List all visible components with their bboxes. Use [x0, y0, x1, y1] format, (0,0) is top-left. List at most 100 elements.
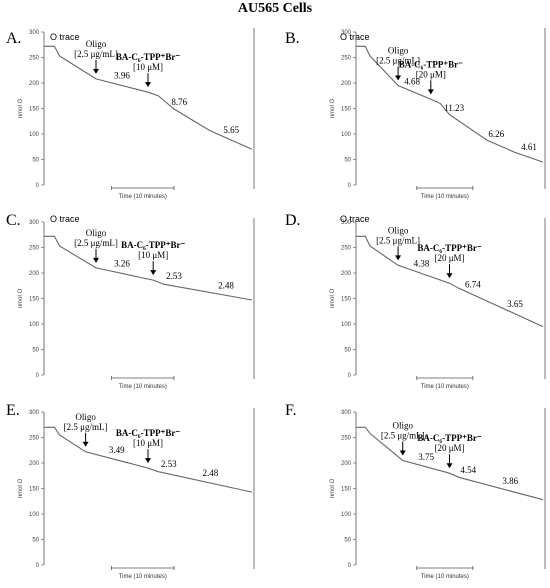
- y-tick-label: 250: [341, 56, 352, 62]
- compound-label: BA-C₆-TPP⁺Br⁻: [121, 240, 185, 250]
- arrow-head: [145, 458, 151, 464]
- arrow-head: [446, 463, 453, 469]
- y-tick-label: 250: [29, 436, 40, 442]
- chart-f: 0 50 100 150 200 250 300 nmol O Oligo[2.5 μg/mL]…: [330, 408, 546, 580]
- y-tick-label: 150: [29, 487, 40, 493]
- chart-e: 0 50 100 150 200 250 300 nmol O Oligo[2.5 μg/mL]…: [18, 408, 255, 580]
- concentration-label: [20 μM]: [416, 69, 446, 79]
- y-tick-label: 250: [29, 56, 40, 62]
- chart-b: 0 50 100 150 200 250 300 nmol O Oligo[2.5 μg/mL]…: [330, 28, 546, 200]
- compound-label: BA-C₆-TPP⁺Br⁻: [417, 243, 481, 253]
- y-tick-label: 100: [29, 322, 40, 328]
- y-tick-label: 150: [341, 107, 352, 113]
- o2-trace-line: [44, 426, 253, 493]
- y-tick-label: 300: [29, 30, 40, 36]
- y-tick-label: 0: [348, 183, 352, 189]
- rate-label: 8.76: [171, 97, 187, 107]
- panel-letter: E.: [6, 402, 20, 419]
- concentration-label: [20 μM]: [434, 443, 464, 453]
- y-tick-label: 100: [29, 512, 40, 518]
- rate-label: 4.38: [414, 258, 430, 268]
- y-tick-label: 50: [32, 538, 39, 544]
- o2-trace-line: [356, 45, 544, 163]
- trace-label: O trace: [340, 214, 370, 224]
- chart-d: 0 50 100 150 200 250 300 nmol O Oligo[2.5 μg/mL]…: [330, 218, 546, 390]
- rate-label: 11.23: [444, 103, 464, 113]
- oligo-label: Oligo: [392, 420, 413, 430]
- rate-label: 2.53: [166, 271, 182, 281]
- trace-label: O trace: [50, 214, 80, 224]
- rate-label: 6.26: [488, 129, 504, 139]
- oligo-label: Oligo: [388, 225, 409, 235]
- concentration-label: [2.5 μg/mL]: [74, 49, 118, 59]
- concentration-label: [2.5 μg/mL]: [64, 422, 108, 432]
- y-tick-label: 150: [341, 297, 352, 303]
- panel-letter: B.: [285, 30, 300, 47]
- chart-a: 0 50 100 150 200 250 300 nmol O Oligo[2.5 μg/mL]…: [18, 28, 255, 200]
- concentration-label: [2.5 μg/mL]: [376, 56, 420, 66]
- y-tick-label: 50: [32, 348, 39, 354]
- concentration-label: [2.5 μg/mL]: [74, 238, 118, 248]
- y-tick-label: 0: [36, 373, 40, 379]
- arrow-head: [399, 450, 406, 456]
- trace-label: O trace: [50, 32, 80, 42]
- concentration-label: [10 μM]: [133, 62, 163, 72]
- compound-label: BA-C₆-TPP⁺Br⁻: [399, 59, 463, 69]
- oligo-label: Oligo: [86, 39, 107, 49]
- rate-label: 2.48: [218, 280, 234, 290]
- compound-label: BA-C₆-TPP⁺Br⁻: [116, 428, 180, 438]
- concentration-label: [20 μM]: [434, 253, 464, 263]
- arrow-head: [395, 255, 402, 261]
- rate-label: 3.49: [109, 445, 125, 455]
- y-tick-label: 250: [29, 246, 40, 252]
- y-tick-label: 300: [29, 220, 40, 226]
- panel-letter: F.: [285, 402, 297, 419]
- arrow-head: [150, 270, 157, 276]
- y-tick-label: 100: [341, 512, 352, 518]
- o2-trace-line: [44, 45, 253, 150]
- compound-label: BA-C₆-TPP⁺Br⁻: [116, 52, 180, 62]
- y-tick-label: 300: [341, 30, 352, 36]
- o2-trace-line: [356, 235, 544, 328]
- y-axis-label: nmol O: [18, 99, 24, 119]
- concentration-label: [2.5 μg/mL]: [376, 235, 420, 245]
- time-scale-label: Time (10 minutes): [119, 384, 167, 390]
- panel-b: B. O trace 0 50 100 150 200 250 300 nmol O Oligo…: [275, 18, 550, 208]
- y-tick-label: 100: [341, 322, 352, 328]
- panel-letter: A.: [6, 30, 22, 47]
- rate-label: 4.61: [521, 142, 537, 152]
- time-scale-label: Time (10 minutes): [421, 194, 469, 200]
- time-scale-label: Time (10 minutes): [421, 574, 469, 580]
- chart-c: 0 50 100 150 200 250 300 nmol O Oligo[2.5 μg/mL]…: [18, 218, 255, 390]
- y-tick-label: 0: [348, 373, 352, 379]
- y-tick-label: 50: [344, 158, 351, 164]
- y-axis-label: nmol O: [330, 289, 336, 309]
- y-tick-label: 100: [29, 132, 40, 138]
- y-tick-label: 200: [341, 271, 352, 277]
- panel-d: D. O trace 0 50 100 150 200 250 300 nmol O Oligo…: [275, 208, 550, 398]
- y-tick-label: 300: [341, 220, 352, 226]
- rate-label: 5.65: [223, 125, 239, 135]
- y-tick-label: 50: [344, 538, 351, 544]
- trace-label: O trace: [340, 32, 370, 42]
- compound-label: BA-C₆-TPP⁺Br⁻: [417, 433, 481, 443]
- rate-label: 2.48: [203, 468, 219, 478]
- o2-trace-line: [44, 235, 253, 301]
- panel-c: C. O trace 0 50 100 150 200 250 300 nmol O Oligo…: [0, 208, 275, 398]
- oligo-label: Oligo: [86, 228, 107, 238]
- rate-label: 2.53: [161, 459, 177, 469]
- rate-label: 3.65: [507, 299, 523, 309]
- panel-a: A. O trace 0 50 100 150 200 250 300 nmol O Oligo…: [0, 18, 275, 208]
- y-tick-label: 150: [29, 297, 40, 303]
- y-tick-label: 0: [36, 183, 40, 189]
- concentration-label: [10 μM]: [138, 250, 168, 260]
- rate-label: 4.68: [404, 76, 420, 86]
- y-tick-label: 250: [341, 246, 352, 252]
- panel-letter: C.: [6, 212, 21, 229]
- y-tick-label: 300: [29, 410, 40, 416]
- y-tick-label: 200: [29, 461, 40, 467]
- arrow-head: [395, 75, 402, 81]
- y-tick-label: 200: [341, 461, 352, 467]
- y-tick-label: 150: [341, 487, 352, 493]
